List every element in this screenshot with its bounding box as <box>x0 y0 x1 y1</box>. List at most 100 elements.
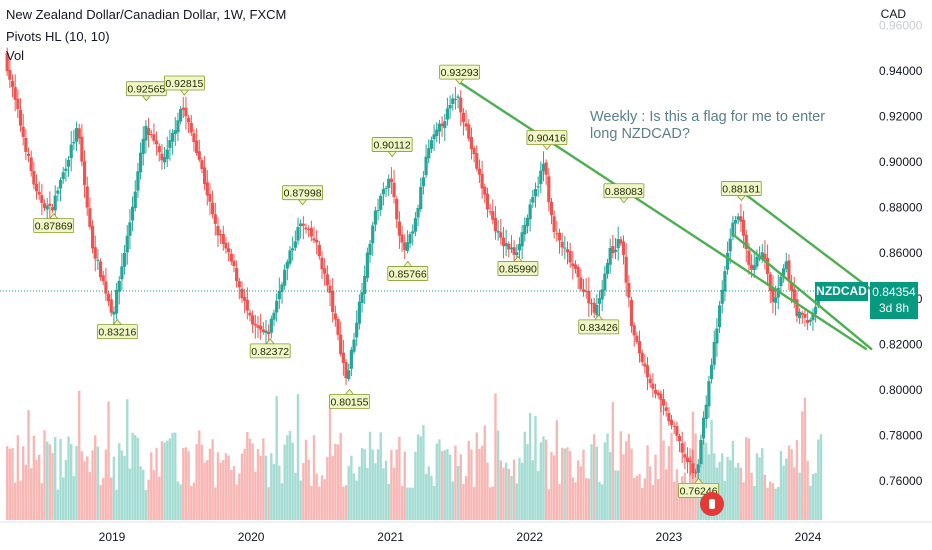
volume-bar <box>326 456 329 520</box>
candle <box>787 254 791 291</box>
volume-bar <box>166 440 169 520</box>
trendline[interactable] <box>732 233 873 351</box>
candle <box>80 124 84 167</box>
candle <box>24 129 28 161</box>
candle <box>138 142 143 180</box>
volume-bar <box>729 460 732 520</box>
candle <box>269 315 273 339</box>
volume-bar <box>614 470 617 520</box>
candle <box>589 298 594 316</box>
volume-bar <box>464 476 468 520</box>
candle <box>203 155 207 190</box>
candle <box>536 176 540 197</box>
volume-bar <box>110 477 113 520</box>
volume-bar <box>368 431 372 520</box>
volume-label[interactable]: Vol <box>6 48 25 63</box>
pivot-label: 0.88083 <box>603 183 645 204</box>
candle <box>549 197 554 225</box>
time-axis[interactable]: 2019 2020 2021 2022 2023 2024 <box>0 521 932 544</box>
price-axis[interactable]: 0.940000.920000.900000.880000.860000.840… <box>879 18 923 488</box>
candlestick-series <box>5 47 823 484</box>
candle <box>277 277 281 309</box>
volume-bar <box>147 479 150 520</box>
candle <box>427 139 431 164</box>
volume-bar <box>198 430 201 520</box>
volume-bar <box>574 482 577 520</box>
volume-bar <box>64 460 68 520</box>
volume-bar <box>721 453 724 520</box>
svg-text:0.80155: 0.80155 <box>330 396 368 408</box>
candle <box>704 395 708 429</box>
volume-bar <box>793 467 796 520</box>
candle <box>533 182 538 208</box>
volume-bar <box>705 442 708 520</box>
pivot-label: 0.92815 <box>164 75 205 96</box>
candle <box>541 151 546 182</box>
volume-bar <box>582 449 585 520</box>
volume-bar <box>790 449 793 520</box>
canada-flag-icon[interactable] <box>700 492 724 516</box>
svg-text:0.83426: 0.83426 <box>580 322 618 334</box>
candle <box>29 150 33 177</box>
y-tick-label: 0.78000 <box>879 428 923 442</box>
volume-bar <box>507 468 510 520</box>
volume-bar <box>224 453 228 520</box>
volume-bar <box>27 410 30 520</box>
candle <box>195 128 199 156</box>
candle <box>675 421 679 442</box>
candle <box>5 47 9 76</box>
candle <box>806 310 810 330</box>
candle <box>752 252 756 279</box>
candle <box>499 219 503 245</box>
candle <box>728 228 732 264</box>
volume-bar <box>531 460 535 520</box>
candle <box>763 240 767 270</box>
volume-bar <box>203 462 206 520</box>
candle <box>768 271 772 304</box>
volume-bar <box>131 432 134 520</box>
trendline[interactable] <box>458 81 868 351</box>
volume-bar <box>342 486 345 520</box>
candle <box>501 226 506 259</box>
volume-bar <box>771 483 775 520</box>
volume-bar <box>168 438 172 520</box>
indicator-label[interactable]: Pivots HL (10, 10) <box>6 29 110 44</box>
trendline[interactable] <box>728 181 888 303</box>
candle <box>717 301 722 334</box>
candle <box>683 441 687 470</box>
candle <box>339 321 343 357</box>
volume-bar <box>502 467 505 520</box>
candle <box>352 332 356 355</box>
candle <box>811 308 815 331</box>
candle <box>368 239 372 263</box>
candle <box>552 210 556 239</box>
candle <box>616 226 620 261</box>
volume-bar <box>809 485 812 520</box>
volume-bar <box>67 436 70 520</box>
y-tick-label: 0.82000 <box>879 337 923 351</box>
volume-bar <box>398 436 401 520</box>
candle <box>688 456 692 476</box>
volume-bar <box>611 402 615 520</box>
candle <box>467 119 471 142</box>
candle <box>106 291 111 307</box>
volume-bar <box>75 445 78 520</box>
volume-bar <box>584 478 588 520</box>
candle <box>731 215 735 241</box>
annotation-text[interactable]: Weekly : Is this a flag for me to enter … <box>590 109 826 142</box>
pivot-label: 0.92565 <box>125 81 167 102</box>
svg-text:0.93293: 0.93293 <box>441 67 479 79</box>
candle <box>133 180 137 212</box>
candle <box>798 308 802 325</box>
candle <box>739 203 743 232</box>
candle <box>568 242 572 268</box>
trendlines[interactable] <box>458 81 888 351</box>
candle <box>555 220 559 242</box>
volume-bar <box>102 477 105 520</box>
candle <box>707 375 711 419</box>
candle <box>451 93 455 111</box>
candle <box>192 128 196 152</box>
volume-bar <box>152 470 156 520</box>
last-price-badge: 0.84354 3d 8h <box>870 282 918 319</box>
